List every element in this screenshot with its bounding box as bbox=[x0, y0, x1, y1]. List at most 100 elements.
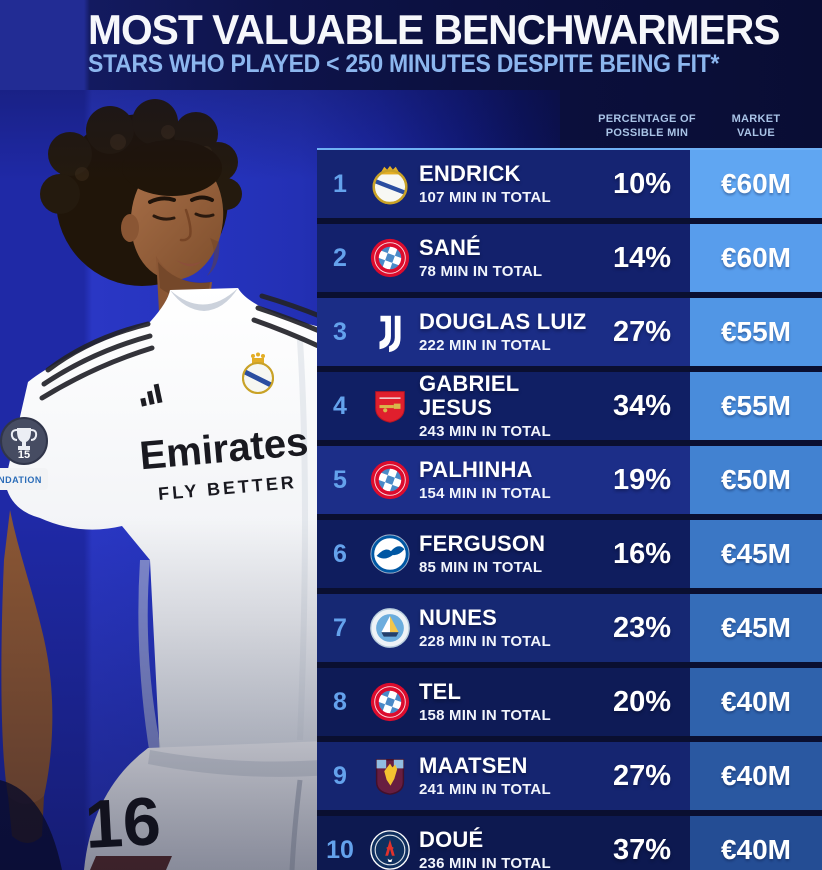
player-name: DOUÉ bbox=[419, 827, 484, 852]
club-badge bbox=[363, 162, 417, 206]
market-value: €45M bbox=[690, 594, 822, 662]
pct-possible-min: 16% bbox=[612, 537, 672, 570]
club-badge bbox=[363, 828, 417, 870]
player-info: GABRIEL JESUS 243 MIN IN TOTAL bbox=[417, 371, 594, 441]
club-badge bbox=[363, 458, 417, 502]
player-name: TEL bbox=[419, 679, 462, 704]
column-header-pct: PERCENTAGE OF POSSIBLE MIN bbox=[572, 112, 722, 141]
floor-shadow bbox=[0, 780, 62, 870]
foundation-patch-text: NDATION bbox=[0, 475, 42, 485]
player-name: FERGUSON bbox=[419, 531, 546, 556]
table-row: 3 DOUGLAS LUIZ 222 MIN IN TOTAL 27% €55M bbox=[317, 298, 822, 366]
rank-number: 10 bbox=[326, 835, 354, 864]
column-header-pct-line2: POSSIBLE MIN bbox=[605, 127, 689, 140]
club-badge bbox=[363, 236, 417, 280]
player-minutes: 158 MIN IN TOTAL bbox=[419, 707, 551, 724]
pct-possible-min: 27% bbox=[612, 759, 672, 792]
rank-number: 7 bbox=[333, 613, 347, 642]
table-row: 10 DOUÉ 236 MIN IN TOTAL 37% €40M bbox=[317, 816, 822, 870]
player-name: MAATSEN bbox=[419, 753, 528, 778]
rank-number: 6 bbox=[333, 539, 347, 568]
column-header-value: MARKET VALUE bbox=[690, 112, 822, 141]
player-name: NUNES bbox=[419, 605, 498, 630]
player-info: DOUGLAS LUIZ 222 MIN IN TOTAL bbox=[417, 309, 594, 355]
player-minutes: 107 MIN IN TOTAL bbox=[419, 189, 551, 206]
market-value: €45M bbox=[690, 520, 822, 588]
table-row: 1 ENDRICK 107 MIN IN TOTAL 10% €60M bbox=[317, 150, 822, 218]
column-header-value-line1: MARKET bbox=[731, 113, 781, 125]
club-badge bbox=[363, 606, 417, 650]
player-minutes: 154 MIN IN TOTAL bbox=[419, 485, 551, 502]
club-badge bbox=[363, 384, 417, 428]
table-row: 7 NUNES 228 MIN IN TOTAL 23% €45M bbox=[317, 594, 822, 662]
pct-possible-min: 37% bbox=[612, 833, 672, 866]
player-info: PALHINHA 154 MIN IN TOTAL bbox=[417, 457, 594, 503]
arsenal-badge-icon bbox=[375, 391, 405, 423]
column-header-value-line2: VALUE bbox=[737, 127, 775, 140]
man-city-badge-icon bbox=[370, 608, 410, 648]
club-badge bbox=[363, 680, 417, 724]
player-minutes: 222 MIN IN TOTAL bbox=[419, 337, 551, 354]
player-face bbox=[121, 140, 224, 280]
player-info: SANÉ 78 MIN IN TOTAL bbox=[417, 235, 594, 281]
player-arm bbox=[1, 510, 53, 806]
table-rows: 1 ENDRICK 107 MIN IN TOTAL 10% €60M 2 SANÉ 78… bbox=[317, 148, 822, 870]
player-minutes: 85 MIN IN TOTAL bbox=[419, 559, 543, 576]
club-badge bbox=[363, 754, 417, 798]
foundation-patch-icon: NDATION bbox=[0, 468, 48, 490]
player-minutes: 241 MIN IN TOTAL bbox=[419, 781, 551, 798]
table-row: 5 PALHINHA 154 MIN IN TOTAL 19% €50M bbox=[317, 446, 822, 514]
floor-strip bbox=[90, 856, 172, 870]
bayern-badge-icon bbox=[370, 460, 410, 500]
market-value: €55M bbox=[690, 372, 822, 440]
rank-number: 5 bbox=[333, 465, 347, 494]
ucl-patch-number-text: 15 bbox=[18, 449, 30, 461]
real-madrid-badge-icon bbox=[372, 165, 408, 205]
real-madrid-crest-icon bbox=[242, 352, 274, 394]
player-name: DOUGLAS LUIZ bbox=[419, 309, 587, 334]
psg-badge-icon bbox=[370, 830, 410, 870]
player-name: SANÉ bbox=[419, 235, 481, 260]
market-value: €55M bbox=[690, 298, 822, 366]
club-badge bbox=[363, 532, 417, 576]
market-value: €60M bbox=[690, 150, 822, 218]
column-header-pct-line1: PERCENTAGE OF bbox=[598, 113, 696, 125]
pct-possible-min: 27% bbox=[612, 315, 672, 348]
pct-possible-min: 10% bbox=[612, 167, 672, 200]
rank-number: 3 bbox=[333, 317, 347, 346]
player-info: TEL 158 MIN IN TOTAL bbox=[417, 679, 594, 725]
pct-possible-min: 34% bbox=[612, 389, 672, 422]
player-minutes: 78 MIN IN TOTAL bbox=[419, 263, 543, 280]
player-name: ENDRICK bbox=[419, 161, 521, 186]
player-info: FERGUSON 85 MIN IN TOTAL bbox=[417, 531, 594, 577]
market-value: €50M bbox=[690, 446, 822, 514]
rank-number: 8 bbox=[333, 687, 347, 716]
bayern-badge-icon bbox=[370, 238, 410, 278]
table-row: 4 GABRIEL JESUS 243 MIN IN TOTAL 34% €55M bbox=[317, 372, 822, 440]
adidas-logo-icon bbox=[140, 383, 163, 407]
market-value: €40M bbox=[690, 816, 822, 870]
page-title: MOST VALUABLE BENCHWARMERS bbox=[88, 6, 780, 53]
player-info: MAATSEN 241 MIN IN TOTAL bbox=[417, 753, 594, 799]
brighton-badge-icon bbox=[370, 534, 410, 574]
pct-possible-min: 23% bbox=[612, 611, 672, 644]
market-value: €40M bbox=[690, 742, 822, 810]
player-info: NUNES 228 MIN IN TOTAL bbox=[417, 605, 594, 651]
player-name: GABRIEL JESUS bbox=[419, 371, 520, 420]
player-name: PALHINHA bbox=[419, 457, 533, 482]
pct-possible-min: 20% bbox=[612, 685, 672, 718]
player-info: ENDRICK 107 MIN IN TOTAL bbox=[417, 161, 594, 207]
table-row: 6 FERGUSON 85 MIN IN TOTAL 16% €45M bbox=[317, 520, 822, 588]
juventus-badge-icon bbox=[379, 315, 401, 353]
bayern-badge-icon bbox=[370, 682, 410, 722]
market-value: €40M bbox=[690, 668, 822, 736]
club-badge bbox=[363, 310, 417, 354]
player-info: DOUÉ 236 MIN IN TOTAL bbox=[417, 828, 594, 870]
rank-number: 9 bbox=[333, 761, 347, 790]
table-row: 8 TEL 158 MIN IN TOTAL 20% €40M bbox=[317, 668, 822, 736]
market-value: €60M bbox=[690, 224, 822, 292]
pct-possible-min: 14% bbox=[612, 241, 672, 274]
pct-possible-min: 19% bbox=[612, 463, 672, 496]
shorts-number-text: 16 bbox=[83, 783, 163, 863]
ranking-table: PERCENTAGE OF POSSIBLE MIN MARKET VALUE … bbox=[317, 100, 822, 870]
